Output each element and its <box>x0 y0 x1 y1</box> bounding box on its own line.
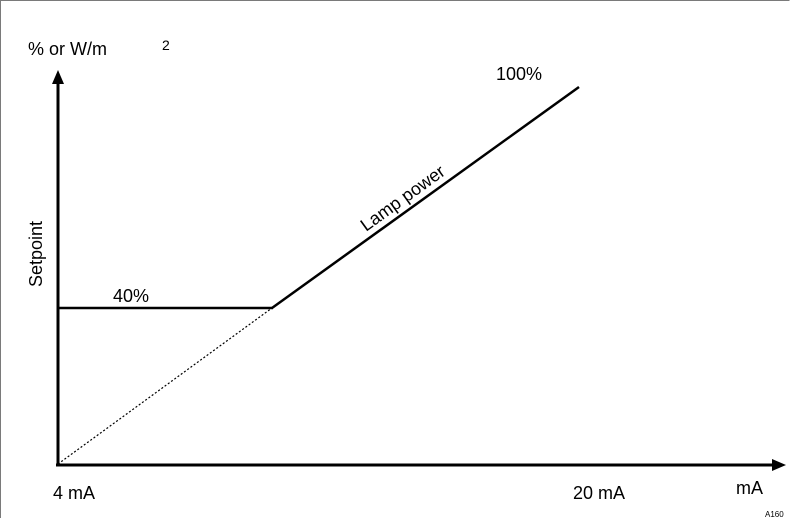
min-level-label: 40% <box>113 286 149 306</box>
max-level-label: 100% <box>496 64 542 84</box>
x-axis-arrowhead <box>772 459 786 471</box>
y-axis-label: Setpoint <box>26 221 46 287</box>
dotted-extrapolation-line <box>57 307 273 465</box>
y-axis-arrowhead <box>52 70 64 84</box>
y-axis-unit-superscript: 2 <box>162 37 170 53</box>
lamp-power-line <box>271 85 580 310</box>
y-axis-unit-label: % or W/m <box>28 39 107 59</box>
x-axis-unit-label: mA <box>736 478 763 498</box>
x-start-label: 4 mA <box>53 483 95 503</box>
x-end-label: 20 mA <box>573 483 625 503</box>
lamp-power-label: Lamp power <box>357 161 449 235</box>
figure-code: A160 <box>765 510 784 519</box>
